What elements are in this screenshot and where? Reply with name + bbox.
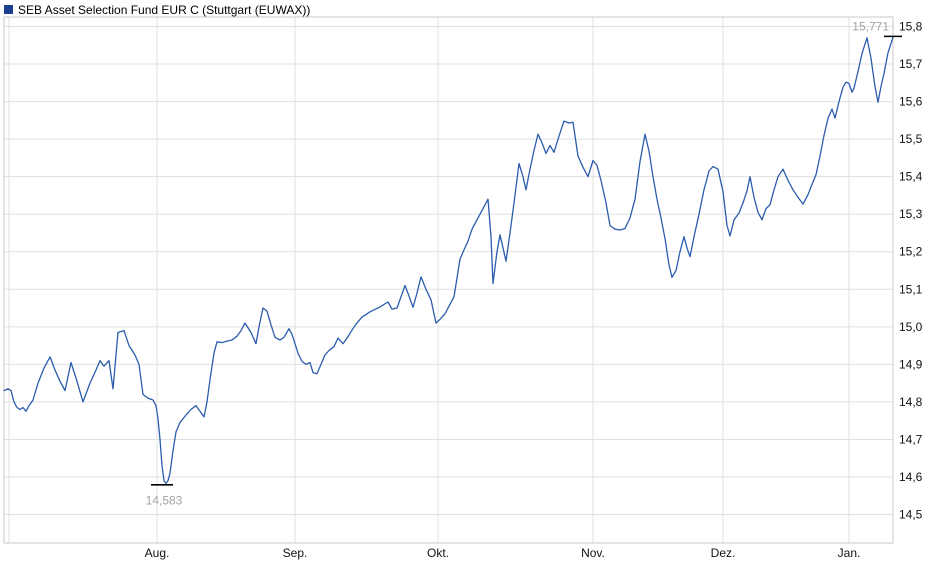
plot-border	[3, 16, 894, 544]
y-axis-label: 15,8	[899, 20, 923, 34]
x-axis-label: Nov.	[581, 546, 605, 560]
y-axis-label: 15,1	[899, 282, 923, 296]
y-axis-label: 14,9	[899, 357, 923, 371]
price-line	[3, 36, 894, 485]
y-axis-label: 15,3	[899, 207, 923, 221]
low-price-label: 14,583	[146, 493, 183, 507]
y-axis-label: 14,5	[899, 508, 923, 522]
y-axis-label: 15,6	[899, 95, 923, 109]
y-axis-label: 15,7	[899, 57, 923, 71]
last-price-label: 15,771	[852, 19, 889, 33]
x-axis-label: Sep.	[283, 546, 308, 560]
y-axis-label: 15,4	[899, 170, 923, 184]
x-axis-label: Aug.	[145, 546, 170, 560]
y-axis-label: 14,8	[899, 395, 923, 409]
x-axis-label: Dez.	[711, 546, 736, 560]
legend-square-icon	[4, 5, 13, 14]
chart-title: SEB Asset Selection Fund EUR C (Stuttgar…	[18, 2, 311, 17]
y-axis-label: 14,7	[899, 432, 923, 446]
x-axis-label: Jan.	[838, 546, 861, 560]
y-axis-label: 15,2	[899, 245, 923, 259]
chart-header: SEB Asset Selection Fund EUR C (Stuttgar…	[4, 2, 311, 17]
y-axis-label: 15,0	[899, 320, 923, 334]
y-axis-label: 14,6	[899, 470, 923, 484]
y-axis-label: 15,5	[899, 132, 923, 146]
x-axis-label: Okt.	[427, 546, 449, 560]
